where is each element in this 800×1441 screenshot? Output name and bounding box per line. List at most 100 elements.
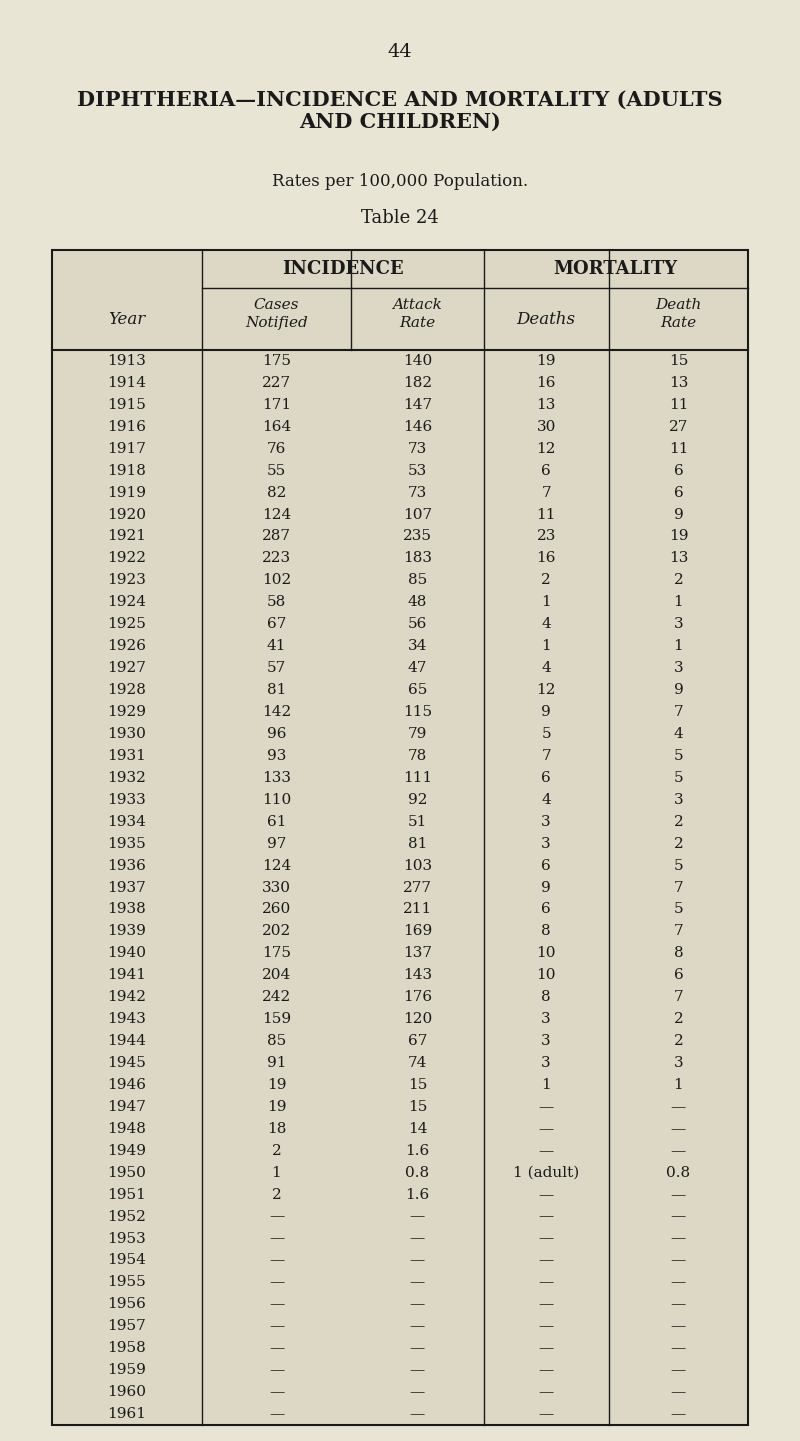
Text: 53: 53 xyxy=(408,464,427,477)
Text: 133: 133 xyxy=(262,771,291,785)
Text: 15: 15 xyxy=(408,1099,427,1114)
Text: 11: 11 xyxy=(669,442,688,455)
Text: 110: 110 xyxy=(262,793,291,807)
Text: —: — xyxy=(538,1209,554,1223)
Text: 13: 13 xyxy=(669,552,688,565)
Text: Death
Rate: Death Rate xyxy=(655,298,702,330)
Text: 6: 6 xyxy=(542,859,551,873)
Text: 176: 176 xyxy=(403,990,432,1004)
Text: 91: 91 xyxy=(266,1056,286,1071)
Text: —: — xyxy=(670,1232,686,1245)
Text: 204: 204 xyxy=(262,968,291,983)
Text: 5: 5 xyxy=(674,749,683,762)
Text: 3: 3 xyxy=(674,1056,683,1071)
Text: 78: 78 xyxy=(408,749,427,762)
Text: —: — xyxy=(269,1209,284,1223)
Text: —: — xyxy=(269,1406,284,1421)
Text: —: — xyxy=(538,1187,554,1202)
Text: 0.8: 0.8 xyxy=(666,1166,690,1180)
Text: 16: 16 xyxy=(537,376,556,391)
Text: 9: 9 xyxy=(674,683,683,697)
Text: —: — xyxy=(410,1254,425,1268)
Text: 34: 34 xyxy=(408,640,427,653)
Text: 4: 4 xyxy=(542,661,551,676)
Text: 10: 10 xyxy=(537,947,556,960)
Text: —: — xyxy=(538,1099,554,1114)
Text: 124: 124 xyxy=(262,859,291,873)
Text: —: — xyxy=(410,1275,425,1290)
Text: 1960: 1960 xyxy=(107,1385,146,1399)
Text: 171: 171 xyxy=(262,398,291,412)
Text: 2: 2 xyxy=(674,814,683,829)
Text: 8: 8 xyxy=(542,924,551,938)
Text: 1915: 1915 xyxy=(107,398,146,412)
Text: Cases
Notified: Cases Notified xyxy=(245,298,308,330)
Text: 1: 1 xyxy=(674,640,683,653)
Text: 19: 19 xyxy=(266,1078,286,1092)
Text: 1951: 1951 xyxy=(107,1187,146,1202)
Text: 1958: 1958 xyxy=(107,1342,146,1355)
Text: 74: 74 xyxy=(408,1056,427,1071)
Text: 57: 57 xyxy=(267,661,286,676)
Text: —: — xyxy=(269,1320,284,1333)
Text: 6: 6 xyxy=(542,464,551,477)
Text: 19: 19 xyxy=(266,1099,286,1114)
Text: 3: 3 xyxy=(542,814,551,829)
Text: —: — xyxy=(670,1144,686,1157)
Text: —: — xyxy=(670,1385,686,1399)
Text: Deaths: Deaths xyxy=(517,310,576,327)
Text: 1921: 1921 xyxy=(107,529,146,543)
Text: 1952: 1952 xyxy=(107,1209,146,1223)
Text: 13: 13 xyxy=(669,376,688,391)
Text: 159: 159 xyxy=(262,1012,291,1026)
Text: 202: 202 xyxy=(262,924,291,938)
Text: 1928: 1928 xyxy=(107,683,146,697)
Text: 1.6: 1.6 xyxy=(406,1144,430,1157)
Text: 235: 235 xyxy=(403,529,432,543)
Text: 143: 143 xyxy=(403,968,432,983)
Text: 11: 11 xyxy=(537,507,556,522)
Text: 5: 5 xyxy=(674,902,683,916)
Text: 11: 11 xyxy=(669,398,688,412)
Text: —: — xyxy=(269,1342,284,1355)
Text: 182: 182 xyxy=(403,376,432,391)
Text: 137: 137 xyxy=(403,947,432,960)
Text: —: — xyxy=(410,1385,425,1399)
Text: 15: 15 xyxy=(408,1078,427,1092)
Text: 142: 142 xyxy=(262,705,291,719)
Text: 67: 67 xyxy=(408,1035,427,1048)
Text: 19: 19 xyxy=(537,354,556,367)
Text: 3: 3 xyxy=(542,1012,551,1026)
Text: 6: 6 xyxy=(674,486,683,500)
Bar xyxy=(52,249,748,1425)
Text: 85: 85 xyxy=(267,1035,286,1048)
Text: —: — xyxy=(670,1209,686,1223)
Text: 4: 4 xyxy=(542,617,551,631)
Text: 102: 102 xyxy=(262,574,291,588)
Text: 47: 47 xyxy=(408,661,427,676)
Text: 9: 9 xyxy=(542,705,551,719)
Text: 13: 13 xyxy=(537,398,556,412)
Text: 65: 65 xyxy=(408,683,427,697)
Text: 1956: 1956 xyxy=(107,1297,146,1311)
Text: 2: 2 xyxy=(674,837,683,850)
Text: 2: 2 xyxy=(271,1187,282,1202)
Text: 1939: 1939 xyxy=(107,924,146,938)
Text: 97: 97 xyxy=(266,837,286,850)
Text: 1917: 1917 xyxy=(107,442,146,455)
Text: 67: 67 xyxy=(266,617,286,631)
Text: 1927: 1927 xyxy=(107,661,146,676)
Text: —: — xyxy=(410,1363,425,1378)
Text: 3: 3 xyxy=(542,837,551,850)
Text: 242: 242 xyxy=(262,990,291,1004)
Text: 164: 164 xyxy=(262,419,291,434)
Text: 227: 227 xyxy=(262,376,291,391)
Text: —: — xyxy=(670,1123,686,1136)
Text: —: — xyxy=(538,1320,554,1333)
Text: 5: 5 xyxy=(674,771,683,785)
Text: 7: 7 xyxy=(674,990,683,1004)
Text: —: — xyxy=(269,1363,284,1378)
Text: 51: 51 xyxy=(408,814,427,829)
Text: 1931: 1931 xyxy=(107,749,146,762)
Text: —: — xyxy=(538,1406,554,1421)
